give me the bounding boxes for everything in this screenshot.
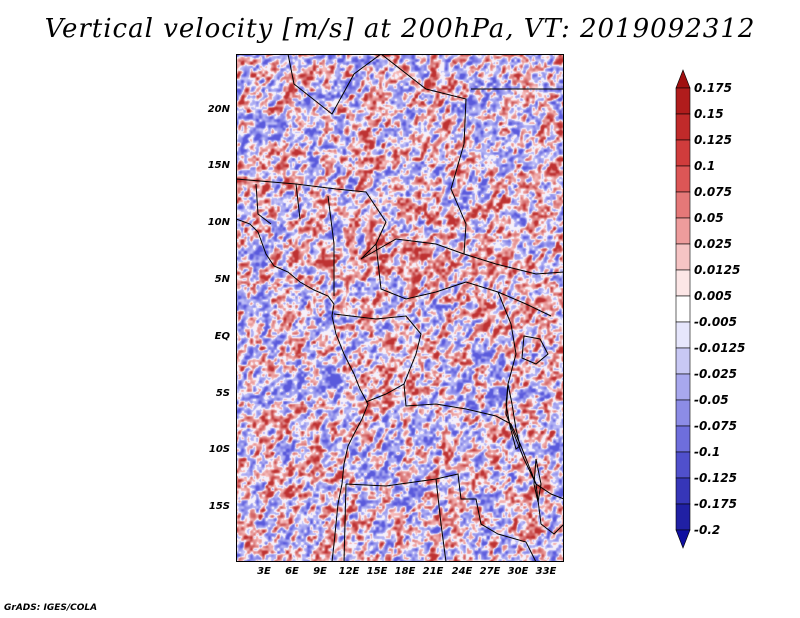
colorbar-label: -0.05 (694, 393, 729, 407)
lon-label-3e: 3E (257, 566, 271, 577)
lat-label-5n: 5N (214, 274, 230, 285)
colorbar-bin (675, 295, 691, 323)
lon-label-12e: 12E (338, 566, 360, 577)
border-2 (380, 54, 467, 255)
lon-label-6e: 6E (285, 566, 299, 577)
coastlines-borders (236, 54, 564, 562)
colorbar-bin (675, 451, 691, 479)
colorbar (675, 69, 691, 549)
lake-tanganyika (505, 383, 521, 450)
colorbar-label: 0.125 (694, 133, 732, 147)
colorbar-bin (675, 425, 691, 453)
border-11 (345, 473, 537, 562)
lon-label-9e: 9E (313, 566, 327, 577)
colorbar-bin (675, 529, 691, 549)
colorbar-bin (675, 139, 691, 167)
colorbar-label: 0.075 (694, 185, 732, 199)
border-1 (287, 54, 382, 115)
colorbar-label: 0.05 (694, 211, 724, 225)
colorbar-label: -0.075 (694, 419, 737, 433)
lat-label-10s: 10S (208, 444, 230, 455)
border-9 (403, 383, 522, 447)
lat-label-15n: 15N (207, 160, 230, 171)
colorbar-bin (675, 503, 691, 531)
colorbar-label: -0.1 (694, 445, 721, 459)
colorbar-bin (675, 165, 691, 193)
lake-victoria (521, 335, 549, 365)
colorbar-label: 0.1 (694, 159, 716, 173)
colorbar-bin (675, 269, 691, 297)
colorbar-label: -0.0125 (694, 341, 746, 355)
colorbar-label: 0.175 (694, 81, 732, 95)
colorbar-bin (675, 69, 691, 89)
map-title: Vertical velocity [m/s] at 200hPa, VT: 2… (44, 14, 756, 44)
colorbar-bin (675, 217, 691, 245)
colorbar-label: 0.15 (694, 107, 724, 121)
colorbar-bin (675, 347, 691, 375)
colorbar-label: -0.175 (694, 497, 737, 511)
colorbar-label: -0.2 (694, 523, 721, 537)
colorbar-bin (675, 191, 691, 219)
lat-label-5s: 5S (215, 388, 230, 399)
border-7 (375, 243, 552, 317)
lat-label-15s: 15S (208, 501, 230, 512)
colorbar-label: -0.125 (694, 471, 737, 485)
lon-label-18e: 18E (394, 566, 416, 577)
colorbar-label: 0.005 (694, 289, 732, 303)
border-8 (333, 313, 422, 403)
lake-malawi (533, 458, 542, 503)
lon-label-21e: 21E (422, 566, 444, 577)
border-4 (236, 178, 387, 260)
colorbar-bin (675, 87, 691, 115)
colorbar-bin (675, 399, 691, 427)
border-12 (343, 483, 347, 562)
colorbar-bin (675, 321, 691, 349)
border-10 (497, 291, 564, 500)
footer-credit: GrADS: IGES/COLA (4, 603, 98, 613)
lon-label-30e: 30E (507, 566, 529, 577)
border-6 (360, 238, 564, 275)
coastline-west (236, 218, 369, 562)
border-13 (435, 478, 447, 562)
lon-label-15e: 15E (366, 566, 388, 577)
colorbar-label: -0.005 (694, 315, 737, 329)
map-frame (236, 54, 564, 562)
colorbar-bin (675, 373, 691, 401)
colorbar-bin (675, 477, 691, 505)
lon-label-24e: 24E (451, 566, 473, 577)
lat-label-eq: EQ (214, 331, 230, 342)
border-14 (520, 445, 564, 535)
border-5 (255, 183, 335, 296)
colorbar-label: -0.025 (694, 367, 737, 381)
lon-label-33e: 33E (535, 566, 557, 577)
map-panel (236, 54, 564, 562)
vertical-velocity-field (236, 54, 564, 562)
colorbar-label: 0.025 (694, 237, 732, 251)
colorbar-bin (675, 243, 691, 271)
lon-label-27e: 27E (479, 566, 501, 577)
colorbar-bin (675, 113, 691, 141)
lat-label-20n: 20N (207, 104, 230, 115)
lat-label-10n: 10N (207, 217, 230, 228)
colorbar-label: 0.0125 (694, 263, 741, 277)
